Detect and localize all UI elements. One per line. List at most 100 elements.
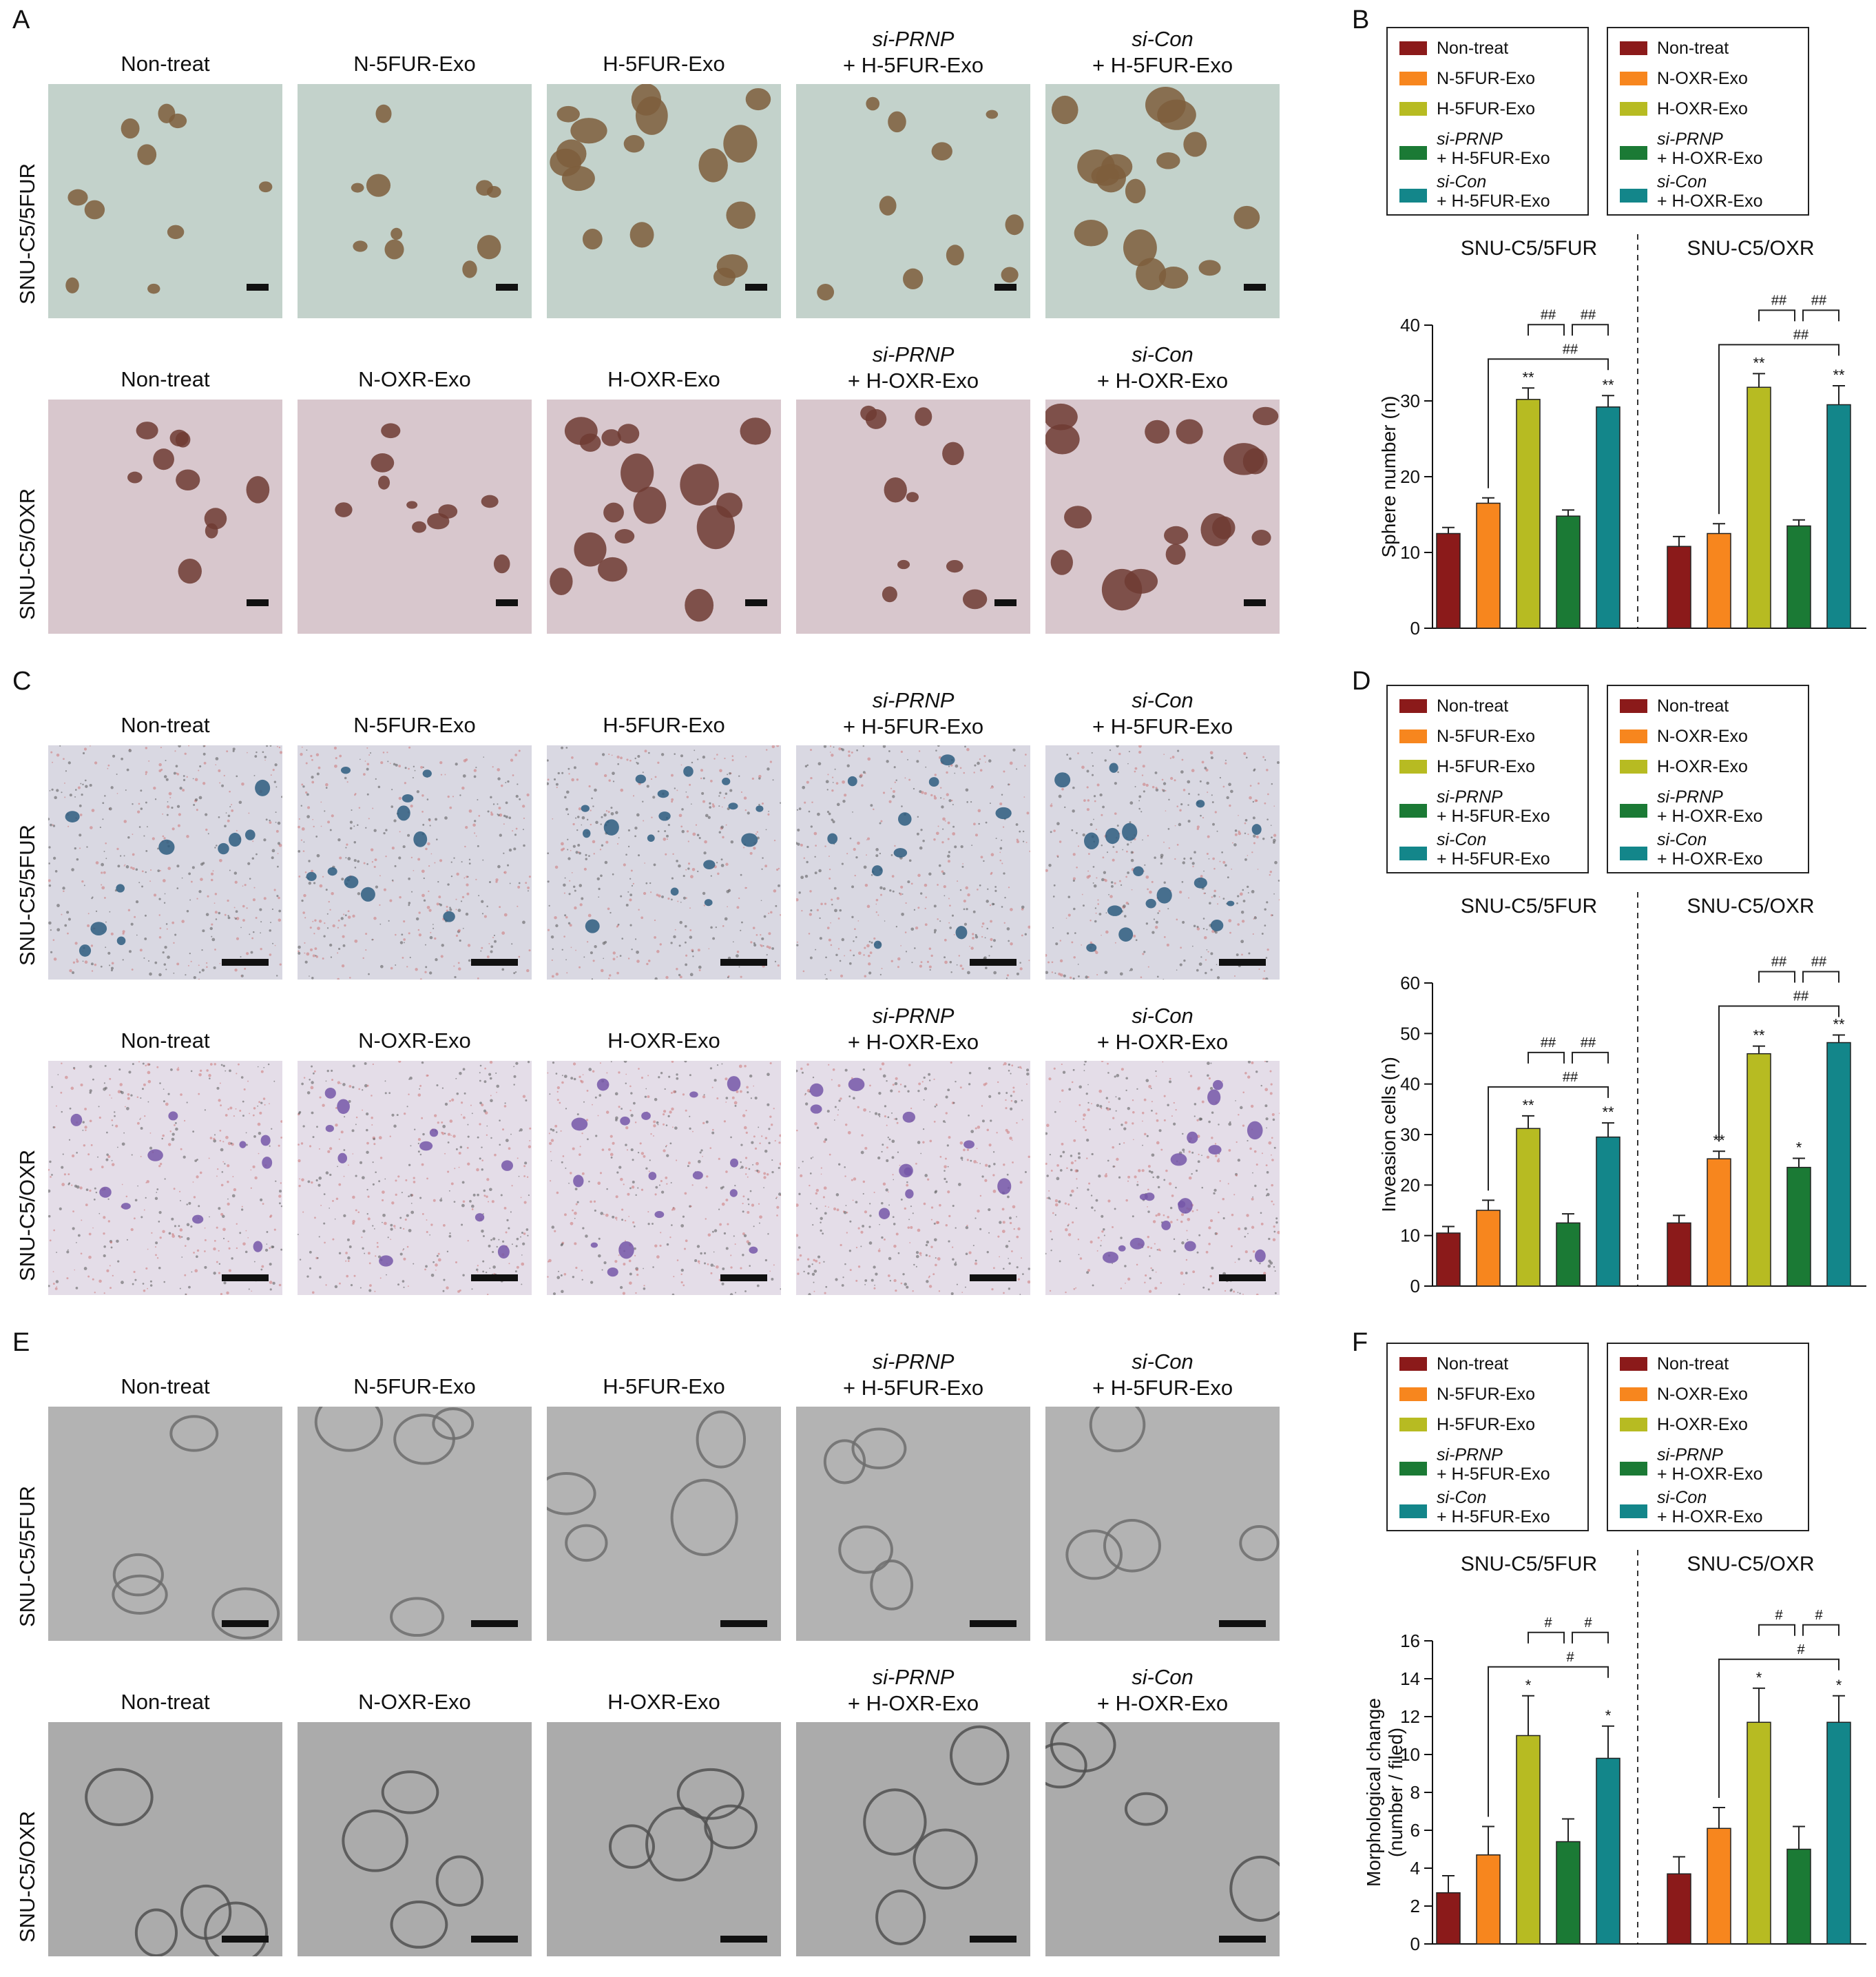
bracket-label: ## <box>1541 1035 1556 1050</box>
bar <box>1747 1721 1771 1945</box>
micrograph-a-oxr-0 <box>48 400 282 634</box>
legend-label: H-5FUR-Exo <box>1437 757 1535 776</box>
y-tick-label: 30 <box>1400 1124 1420 1145</box>
row-label-fur-c: SNU-C5/5FUR <box>15 825 39 966</box>
micrograph-a-oxr-2 <box>547 400 781 634</box>
column-title-e-oxr-3: si-PRNP + H-OXR-Exo <box>847 1665 979 1715</box>
micrograph-c-oxr-3 <box>796 1061 1030 1295</box>
column-title-a-oxr-2: H-OXR-Exo <box>607 367 720 391</box>
bar <box>1667 546 1691 629</box>
bar <box>1436 1892 1461 1945</box>
legend-swatch <box>1399 1462 1427 1476</box>
scale-bar <box>970 1274 1017 1281</box>
row-label-oxr-e: SNU-C5/OXR <box>15 1810 39 1943</box>
micrograph-a-fur-3 <box>796 84 1030 318</box>
column-title-e-oxr-1: N-OXR-Exo <box>358 1690 471 1714</box>
legend-box-oxr <box>1607 27 1809 216</box>
legend-label: + H-OXR-Exo <box>1657 149 1763 168</box>
legend-swatch <box>1399 699 1427 713</box>
column-title-a-oxr-0: Non-treat <box>121 367 210 391</box>
scale-bar <box>970 1620 1017 1627</box>
bar <box>1707 532 1731 629</box>
legend-swatch <box>1620 189 1647 203</box>
scale-bar <box>222 1274 269 1281</box>
bar <box>1556 515 1581 629</box>
scale-bar <box>222 1620 269 1627</box>
legend-swatch <box>1620 1387 1647 1401</box>
y-tick-label: 0 <box>1410 1934 1420 1954</box>
panel-letter-d: D <box>1352 667 1371 696</box>
legend-swatch <box>1620 1462 1647 1476</box>
bracket-label: # <box>1797 1642 1805 1657</box>
micrograph-c-oxr-4 <box>1045 1061 1280 1295</box>
legend-swatch <box>1399 1418 1427 1431</box>
legend-label-italic: si-Con <box>1437 830 1486 849</box>
legend-label: N-5FUR-Exo <box>1437 727 1535 746</box>
micrograph-a-fur-0 <box>48 84 282 318</box>
bracket-label: ## <box>1771 293 1787 308</box>
column-title-a-fur-1: N-5FUR-Exo <box>353 52 476 76</box>
y-tick-label: 14 <box>1400 1668 1420 1689</box>
scale-bar <box>247 284 269 291</box>
legend-label: + H-OXR-Exo <box>1657 849 1763 869</box>
legend-label: Non-treat <box>1437 39 1508 58</box>
scale-bar <box>745 284 767 291</box>
micrograph-c-oxr-2 <box>547 1061 781 1295</box>
micrograph-a-fur-2 <box>547 84 781 318</box>
comparison-bracket <box>1572 1051 1609 1064</box>
row-label-fur-a: SNU-C5/5FUR <box>15 163 39 304</box>
bar <box>1826 1042 1851 1287</box>
comparison-bracket <box>1758 1624 1795 1636</box>
legend-label: H-5FUR-Exo <box>1437 1415 1535 1434</box>
significance-mark: * <box>1525 1677 1532 1694</box>
y-tick-label: 50 <box>1400 1023 1420 1044</box>
comparison-bracket <box>1572 1631 1609 1644</box>
bracket-label: # <box>1815 1608 1823 1623</box>
scale-bar <box>745 599 767 606</box>
scale-bar <box>1244 284 1266 291</box>
y-tick-label: 8 <box>1410 1782 1420 1803</box>
scale-bar <box>471 1274 518 1281</box>
comparison-bracket <box>1718 1005 1839 1142</box>
micrograph-a-fur-1 <box>298 84 532 318</box>
bar <box>1786 1848 1811 1945</box>
comparison-bracket <box>1758 971 1795 983</box>
legend-swatch <box>1399 1387 1427 1401</box>
bar <box>1667 1222 1691 1287</box>
legend-label: + H-OXR-Exo <box>1657 807 1763 826</box>
column-title-e-fur-4: si-Con + H-5FUR-Exo <box>1092 1349 1233 1400</box>
bar <box>1516 1128 1541 1287</box>
micrograph-c-fur-3 <box>796 745 1030 980</box>
legend-label: Non-treat <box>1437 696 1508 716</box>
legend-label: + H-5FUR-Exo <box>1437 849 1550 869</box>
scale-bar <box>471 959 518 966</box>
legend-label: H-5FUR-Exo <box>1437 99 1535 118</box>
group-title-1: SNU-C5/OXR <box>1687 895 1814 918</box>
column-title-c-fur-0: Non-treat <box>121 713 210 737</box>
bracket-label: ## <box>1811 293 1827 308</box>
bar <box>1516 1735 1541 1945</box>
y-tick-label: 4 <box>1410 1858 1420 1878</box>
comparison-bracket <box>1488 1086 1609 1191</box>
bracket-label: ## <box>1563 1070 1578 1085</box>
comparison-bracket <box>1718 1658 1839 1798</box>
micrograph-e-fur-2 <box>547 1407 781 1641</box>
y-axis-label: Sphere number (n) <box>1378 395 1399 557</box>
legend-box-oxr <box>1607 685 1809 873</box>
scale-bar <box>1219 959 1266 966</box>
group-title-0: SNU-C5/5FUR <box>1461 237 1597 260</box>
legend-label: + H-5FUR-Exo <box>1437 149 1550 168</box>
bracket-label: ## <box>1563 342 1578 357</box>
bracket-label: ## <box>1793 989 1809 1004</box>
legend-swatch <box>1620 1418 1647 1431</box>
y-tick-label: 20 <box>1400 466 1420 487</box>
y-tick-label: 2 <box>1410 1896 1420 1916</box>
micrograph-a-fur-4 <box>1045 84 1280 318</box>
comparison-bracket <box>1528 324 1565 336</box>
legend-label-italic: si-PRNP <box>1657 130 1723 149</box>
micrograph-e-fur-1 <box>298 1407 532 1641</box>
bar <box>1476 1210 1501 1287</box>
group-title-1: SNU-C5/OXR <box>1687 1553 1814 1575</box>
